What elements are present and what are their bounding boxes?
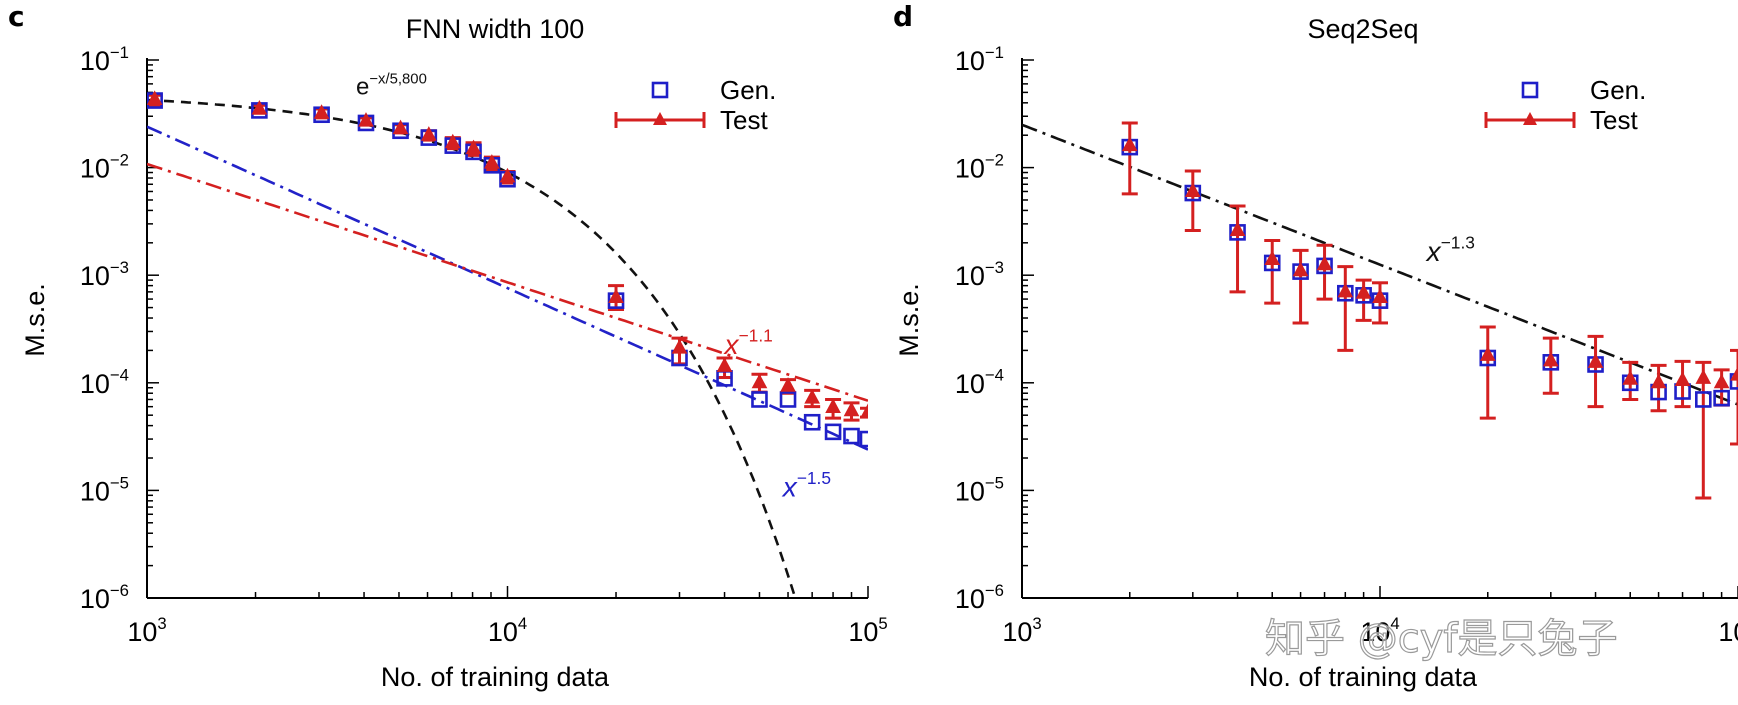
test-data-point: [465, 139, 482, 155]
test-data-point: [751, 373, 768, 389]
plot-area: [147, 90, 868, 598]
power-law-fit-line: [147, 125, 868, 451]
gen-data-point: [779, 391, 797, 408]
panel-d: d Seq2Seq No. of training data M.s.e. 10…: [893, 0, 1738, 692]
test-data-point: [1372, 288, 1388, 304]
fit-annotation: x−1.3: [1425, 233, 1475, 268]
legend-test-marker: [653, 112, 667, 125]
test-data-point: [860, 403, 868, 418]
y-axis-label: M.s.e.: [894, 283, 924, 357]
test-data-point: [1650, 373, 1667, 389]
power-law-fit-line: [147, 162, 868, 402]
y-tick-label: 10−4: [955, 366, 1004, 399]
test-data-point: [392, 119, 409, 135]
test-data-point: [499, 167, 516, 183]
x-tick-label: 105: [1718, 614, 1738, 647]
y-tick-label: 10−4: [80, 366, 129, 399]
test-data-point: [1292, 261, 1309, 277]
y-tick-label: 10−3: [80, 258, 129, 291]
x-tick-label: 104: [488, 614, 527, 647]
test-data-point: [1542, 351, 1559, 367]
test-data-point: [444, 133, 461, 149]
x-axis-label: No. of training data: [381, 662, 610, 692]
fit-annotation: x−1.1: [723, 325, 773, 360]
x-axis-label: No. of training data: [1249, 662, 1478, 692]
y-tick-label: 10−1: [955, 43, 1004, 76]
test-data-point: [1622, 370, 1639, 385]
gen-data-point: [1695, 391, 1712, 408]
chart-title: Seq2Seq: [1307, 14, 1418, 44]
x-tick-label: 103: [1002, 614, 1041, 647]
legend-gen-marker: [1521, 81, 1539, 99]
gen-data-point: [824, 423, 842, 441]
test-data-point: [1316, 255, 1333, 271]
plot-area: [1022, 121, 1738, 500]
legend-label: Gen.: [720, 75, 776, 105]
gen-data-point: [751, 391, 768, 408]
test-data-point: [1674, 371, 1691, 387]
gen-data-point: [843, 427, 860, 445]
fit-annotation: x−1.5: [781, 468, 831, 503]
gen-data-point: [803, 413, 821, 431]
test-data-point: [251, 100, 268, 115]
panel-c: c FNN width 100 No. of training data M.s…: [8, 0, 888, 692]
test-data-point: [1337, 282, 1354, 298]
test-data-point: [1695, 369, 1712, 384]
fit-annotation: e−x/5,800: [356, 71, 427, 100]
test-data-point: [1713, 373, 1730, 389]
legend-test-marker: [1523, 112, 1537, 125]
test-data-point: [1229, 221, 1246, 237]
test-data-point: [147, 90, 163, 105]
test-data-point: [608, 288, 624, 304]
legend-label: Test: [1590, 105, 1638, 135]
gen-data-point: [1729, 373, 1738, 390]
y-tick-label: 10−6: [955, 581, 1004, 614]
chart-title: FNN width 100: [406, 14, 585, 44]
x-tick-label: 103: [127, 614, 166, 647]
test-data-point: [358, 112, 374, 127]
y-tick-label: 10−5: [955, 473, 1004, 506]
legend-label: Gen.: [1590, 75, 1646, 105]
test-data-point: [825, 398, 841, 413]
y-tick-label: 10−2: [80, 150, 129, 183]
test-data-point: [716, 357, 733, 372]
test-data-point: [804, 389, 820, 404]
y-tick-label: 10−1: [80, 43, 129, 76]
test-data-point: [780, 377, 796, 392]
test-data-point: [843, 401, 860, 417]
test-data-point: [1587, 353, 1604, 368]
test-data-point: [313, 104, 330, 119]
test-data-point: [671, 339, 688, 354]
y-tick-label: 10−2: [955, 150, 1004, 183]
legend-gen-marker: [651, 81, 669, 99]
gen-data-point: [1713, 389, 1730, 407]
gen-data-point: [859, 430, 868, 448]
power-law-fit-line: [1022, 123, 1738, 406]
x-tick-label: 105: [848, 614, 887, 647]
test-data-point: [484, 154, 500, 169]
panel-letter: c: [8, 0, 25, 33]
test-data-point: [420, 126, 437, 141]
y-tick-label: 10−3: [955, 258, 1004, 291]
x-tick-label: 104: [1360, 614, 1399, 647]
watermark: 知乎 @cyf是只兔子: [1265, 616, 1617, 662]
exponential-fit-line: [147, 98, 797, 598]
test-data-point: [1264, 250, 1281, 265]
legend-label: Test: [720, 105, 768, 135]
y-axis-label: M.s.e.: [20, 283, 50, 357]
test-data-point: [1479, 346, 1496, 361]
test-data-point: [1355, 284, 1372, 299]
y-tick-label: 10−6: [80, 581, 129, 614]
y-tick-label: 10−5: [80, 473, 129, 506]
test-data-point: [1121, 136, 1138, 152]
test-data-point: [1184, 182, 1201, 197]
panel-letter: d: [893, 0, 913, 33]
test-data-point: [1730, 366, 1738, 381]
